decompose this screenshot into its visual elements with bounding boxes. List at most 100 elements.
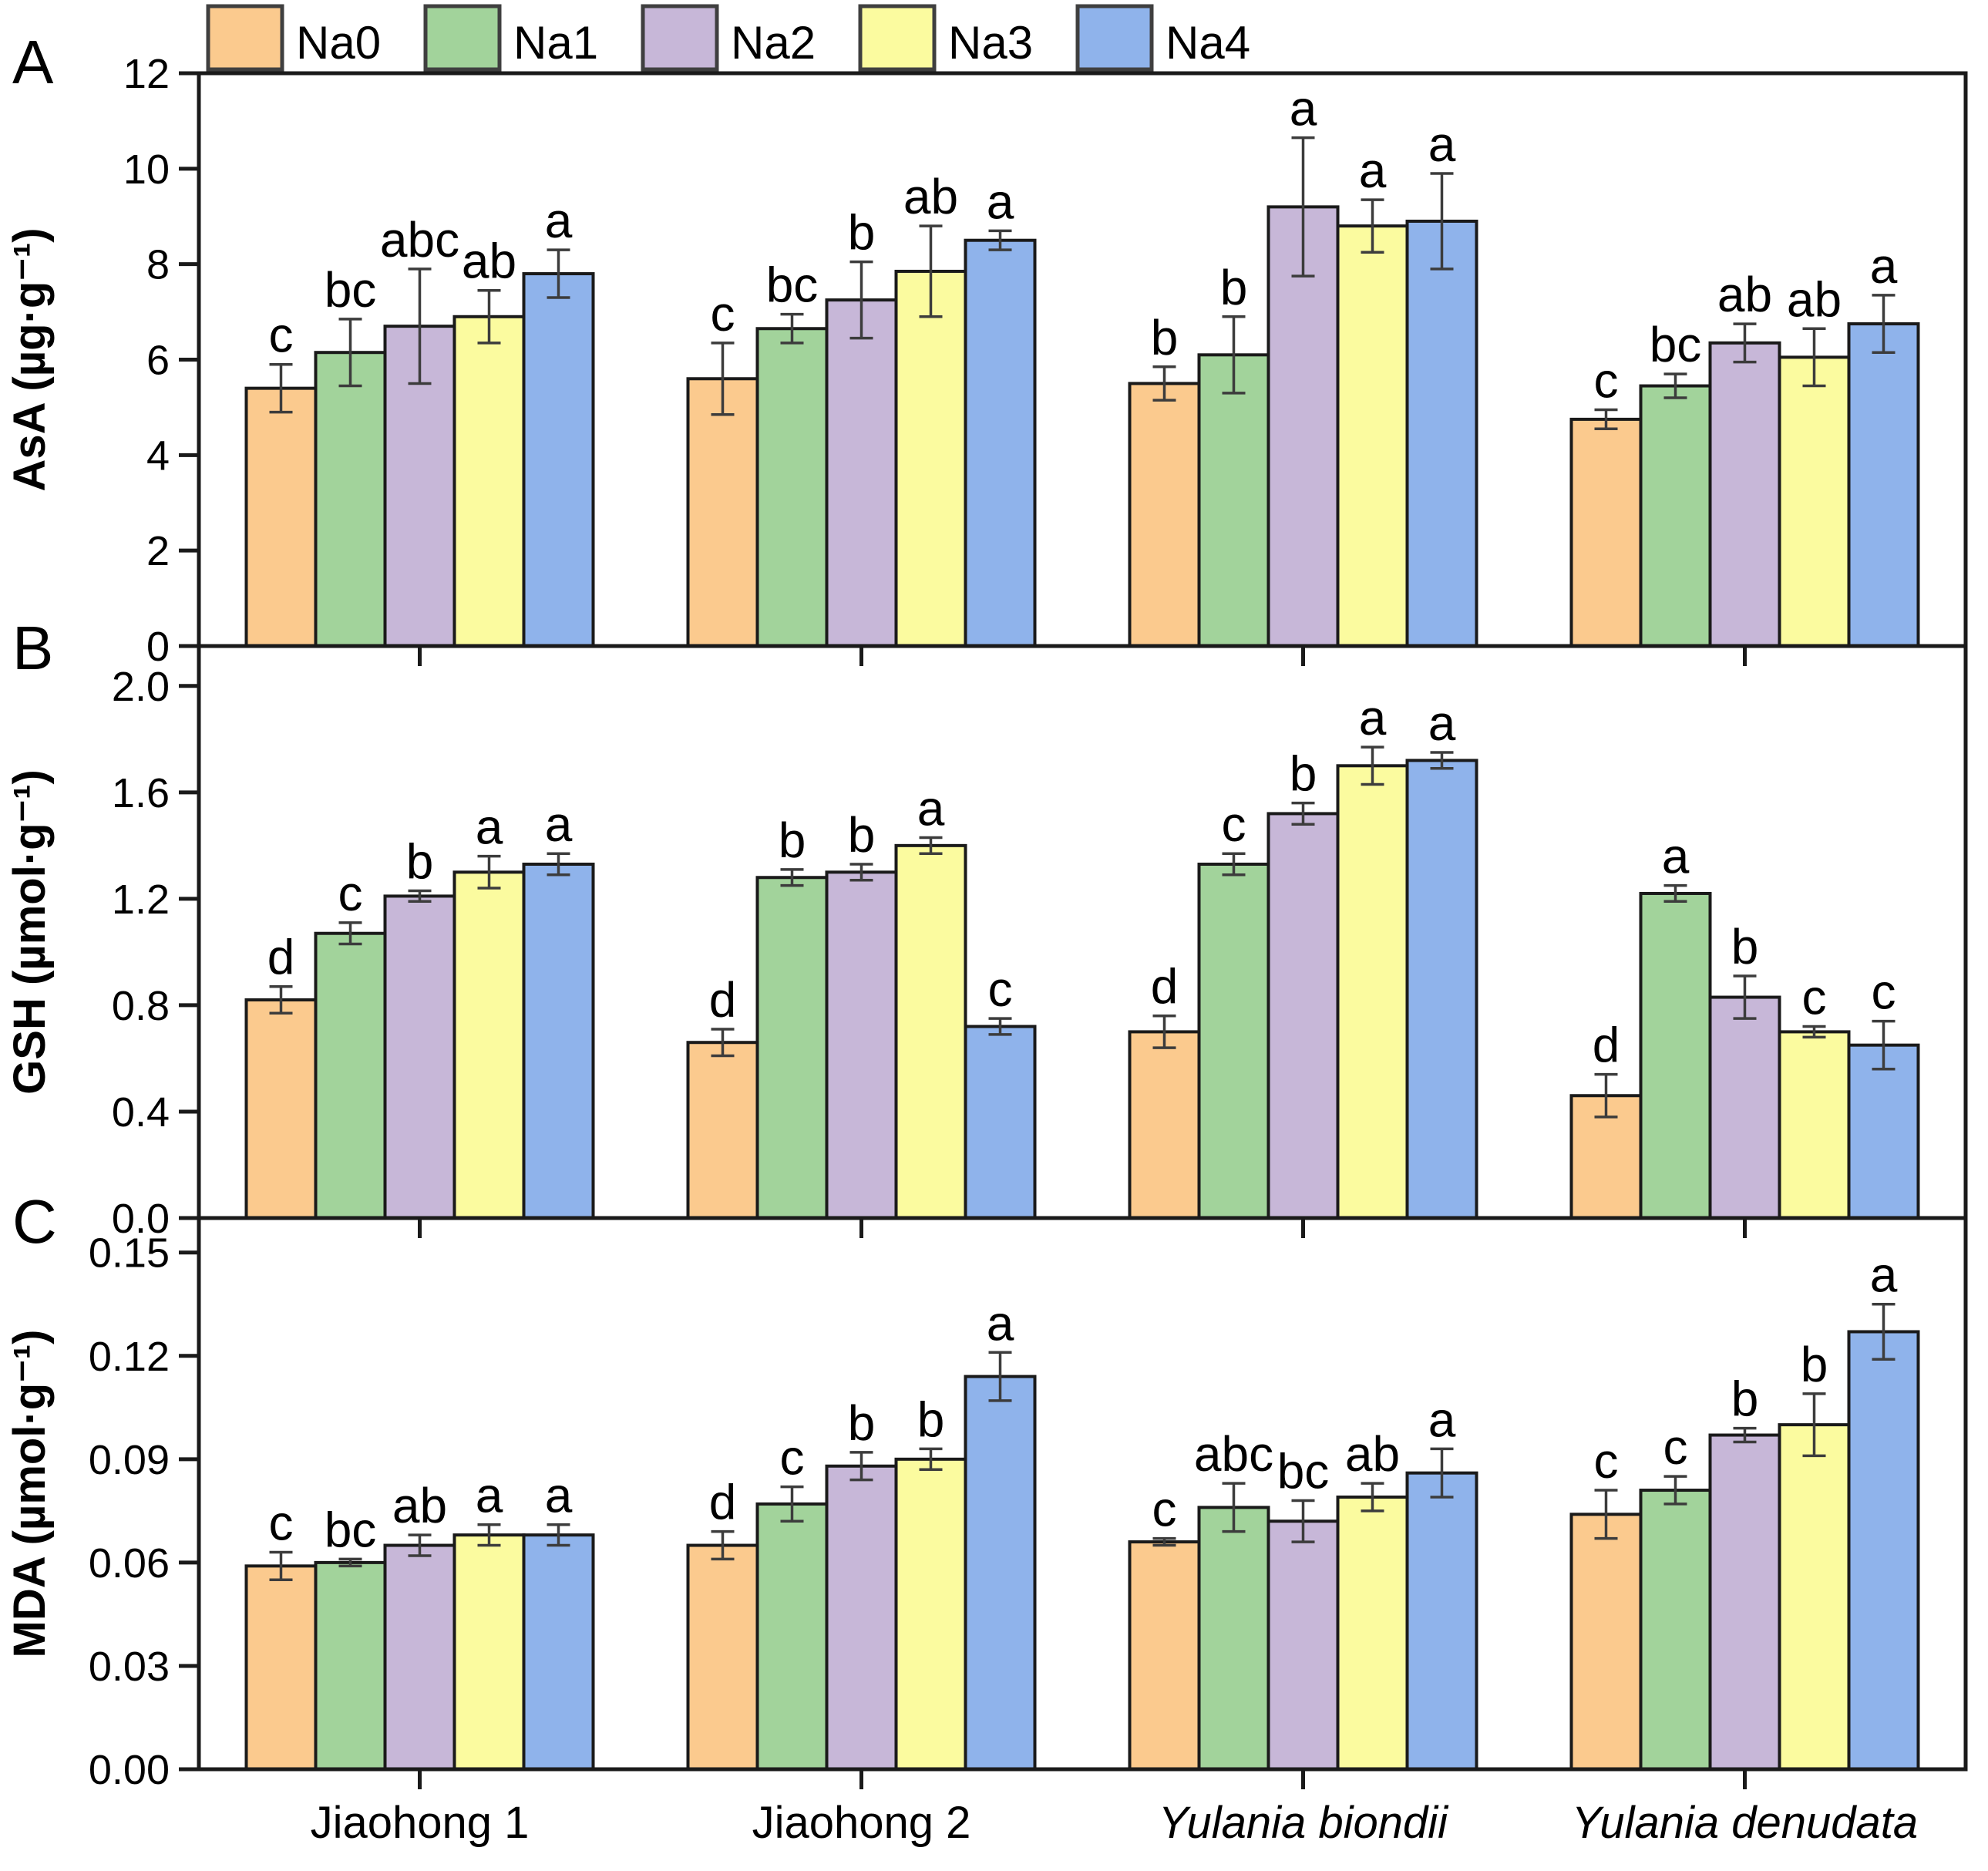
significance-letter: a bbox=[1428, 695, 1456, 751]
bar-Na0 bbox=[244, 386, 318, 648]
bar-Na3 bbox=[1336, 224, 1409, 648]
significance-letter: a bbox=[987, 173, 1014, 229]
y-tick-label: 0.03 bbox=[89, 1644, 170, 1690]
legend-swatch-Na2 bbox=[641, 4, 719, 72]
y-tick-label: 0.8 bbox=[112, 983, 170, 1029]
bar-Na1 bbox=[755, 327, 829, 648]
significance-letter: d bbox=[709, 1475, 737, 1530]
significance-letter: d bbox=[1151, 959, 1179, 1015]
significance-letter: bc bbox=[325, 1502, 377, 1557]
significance-letter: a bbox=[1428, 116, 1456, 172]
category-label: Yulania biondii bbox=[1159, 1798, 1449, 1848]
legend-label: Na1 bbox=[513, 17, 598, 69]
significance-letter: c bbox=[338, 866, 363, 921]
y-tick-label: 10 bbox=[123, 146, 170, 193]
significance-letter: b bbox=[1801, 1337, 1828, 1392]
significance-letter: a bbox=[476, 1468, 503, 1523]
bar-Na2 bbox=[383, 894, 456, 1220]
significance-letter: b bbox=[848, 807, 876, 863]
significance-letter: bc bbox=[325, 262, 377, 318]
significance-letter: c bbox=[1872, 964, 1896, 1020]
bar-Na4 bbox=[522, 1533, 595, 1771]
significance-letter: b bbox=[1290, 746, 1317, 802]
significance-letter: c bbox=[1152, 1482, 1177, 1537]
significance-letter: c bbox=[988, 961, 1013, 1017]
significance-letter: c bbox=[1802, 970, 1827, 1025]
y-tick-label: 1.2 bbox=[112, 877, 170, 923]
legend-label: Na3 bbox=[948, 17, 1033, 69]
bar-Na3 bbox=[1336, 1495, 1409, 1771]
bar-Na4 bbox=[522, 862, 595, 1220]
legend: Na0 Na1 Na2 Na3 Na4 bbox=[206, 4, 1250, 72]
bar-Na1 bbox=[1197, 862, 1270, 1220]
significance-letter: b bbox=[1220, 260, 1248, 315]
y-tick-label: 0.15 bbox=[89, 1230, 170, 1277]
y-tick-label: 0.00 bbox=[89, 1747, 170, 1793]
y-tick-label: 2.0 bbox=[112, 664, 170, 710]
significance-letter: abc bbox=[380, 212, 459, 268]
panel-letter: C bbox=[12, 1187, 57, 1256]
y-tick-label: 2 bbox=[146, 528, 170, 574]
y-tick-label: 8 bbox=[146, 242, 170, 288]
significance-letter: ab bbox=[1717, 267, 1772, 322]
significance-letter: a bbox=[545, 796, 573, 852]
significance-letter: a bbox=[1870, 1247, 1898, 1303]
bar-Na1 bbox=[1197, 1506, 1270, 1771]
bar-Na1 bbox=[1639, 891, 1712, 1220]
bar-Na0 bbox=[244, 1564, 318, 1771]
bar-Na3 bbox=[1778, 1030, 1851, 1220]
legend-swatch-Na0 bbox=[206, 4, 284, 72]
category-axis: Jiaohong 1 Jiaohong 2 Yulania biondii Yulan… bbox=[311, 1798, 1919, 1848]
y-tick-label: 0.12 bbox=[89, 1334, 170, 1380]
significance-letter: a bbox=[476, 799, 503, 855]
significance-letter: abc bbox=[1194, 1426, 1273, 1482]
bar-Na0 bbox=[244, 998, 318, 1220]
y-tick-label: 1.6 bbox=[112, 770, 170, 816]
bar-Na2 bbox=[825, 298, 898, 648]
y-tick-label: 0.06 bbox=[89, 1540, 170, 1587]
significance-letter: ab bbox=[392, 1478, 447, 1533]
bar-Na4 bbox=[1405, 759, 1478, 1220]
bar-Na2 bbox=[825, 1464, 898, 1771]
significance-letter: c bbox=[1663, 1419, 1688, 1475]
bar-Na3 bbox=[452, 870, 526, 1220]
bar-Na1 bbox=[755, 876, 829, 1220]
category-label: Yulania denudata bbox=[1572, 1798, 1918, 1848]
significance-letter: b bbox=[1731, 919, 1759, 974]
legend-label: Na2 bbox=[731, 17, 816, 69]
panel-letter: B bbox=[12, 614, 53, 682]
significance-letter: c bbox=[269, 308, 294, 363]
significance-letter: b bbox=[1151, 310, 1179, 365]
bar-Na1 bbox=[755, 1502, 829, 1771]
significance-letter: ab bbox=[1345, 1426, 1400, 1482]
category-label: Jiaohong 1 bbox=[311, 1798, 530, 1848]
panel-C: 0.000.030.060.090.120.15c bc ab a a dcb bacabc… bbox=[5, 1187, 1968, 1793]
significance-letter: a bbox=[1359, 143, 1387, 198]
y-tick-label: 0.09 bbox=[89, 1437, 170, 1483]
bar-Na3 bbox=[894, 843, 967, 1220]
bar-Na2 bbox=[1266, 1519, 1340, 1771]
significance-letter: d bbox=[267, 930, 295, 985]
bar-Na0 bbox=[1128, 1030, 1201, 1220]
y-axis-label: GSH (µmol·g⁻¹) bbox=[5, 769, 55, 1095]
bar-Na3 bbox=[1778, 355, 1851, 648]
significance-letter: c bbox=[1594, 353, 1619, 409]
bar-Na1 bbox=[1639, 1489, 1712, 1771]
significance-letter: a bbox=[917, 780, 945, 836]
significance-letter: b bbox=[848, 205, 876, 261]
bar-Na4 bbox=[1405, 219, 1478, 648]
bar-Na1 bbox=[314, 1560, 387, 1771]
bar-Na2 bbox=[825, 870, 898, 1220]
significance-letter: bc bbox=[766, 257, 819, 313]
panel-letter: A bbox=[12, 28, 54, 96]
y-tick-label: 12 bbox=[123, 51, 170, 97]
significance-letter: b bbox=[406, 834, 434, 890]
y-tick-label: 6 bbox=[146, 338, 170, 384]
bar-Na0 bbox=[1128, 382, 1201, 648]
bar-Na4 bbox=[1847, 322, 1920, 648]
significance-letter: b bbox=[1731, 1371, 1759, 1427]
y-axis-label: MDA (µmol·g⁻¹) bbox=[5, 1330, 55, 1658]
